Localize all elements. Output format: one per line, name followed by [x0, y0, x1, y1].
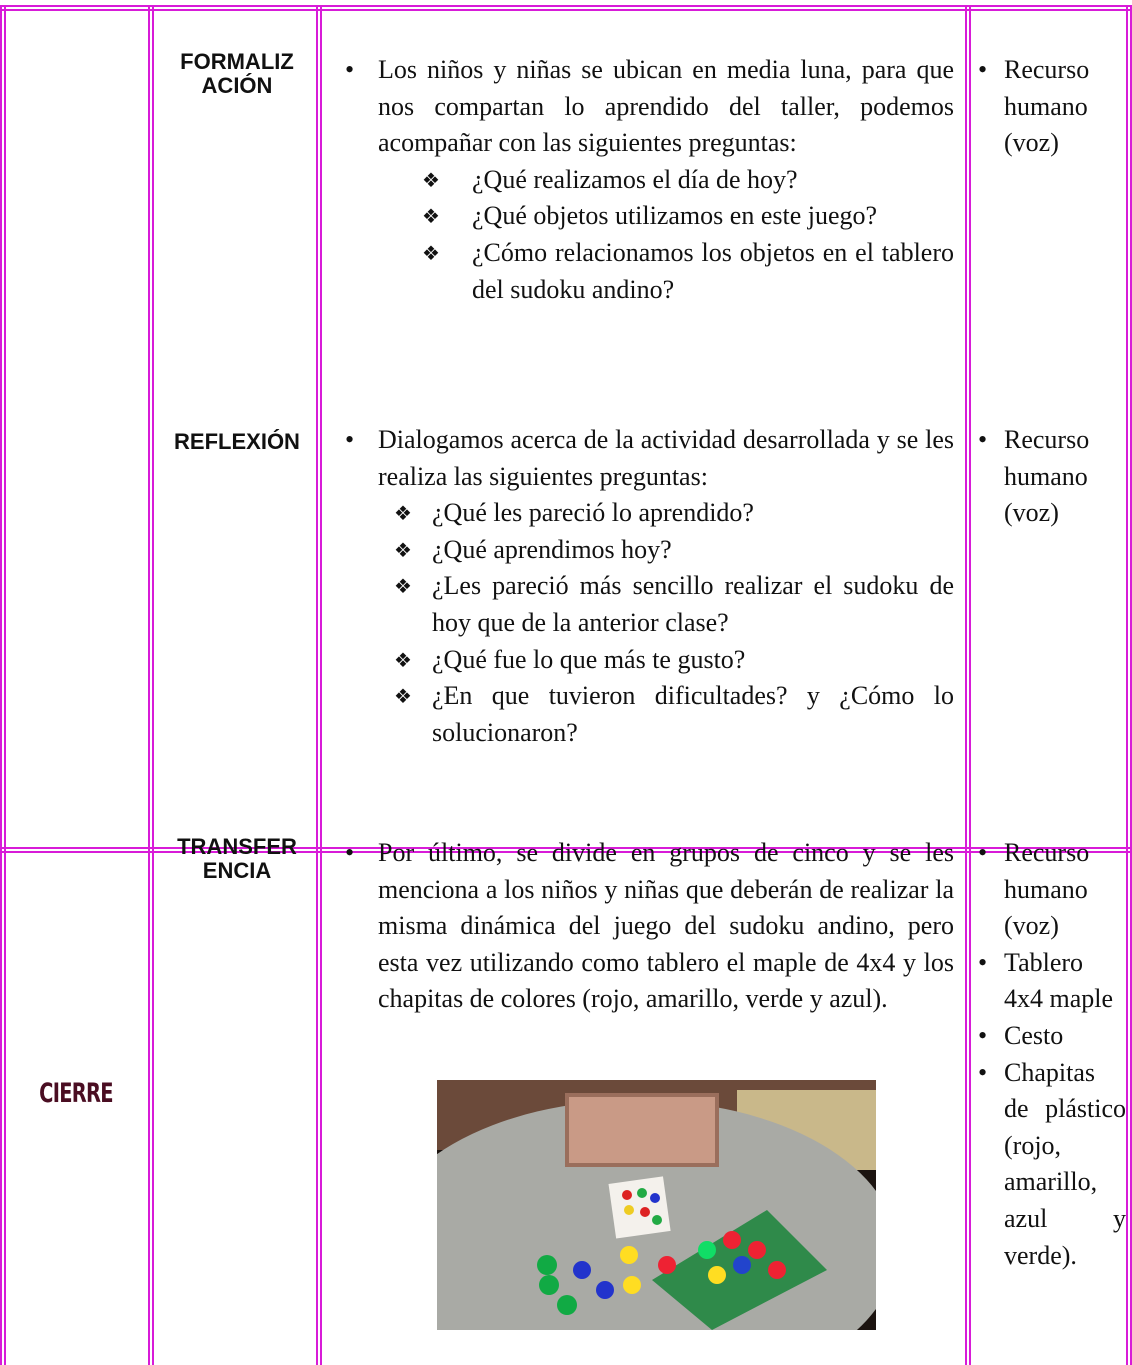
border: [0, 5, 1132, 11]
title-line: TRANSFER: [177, 834, 297, 859]
resource: Recurso humano (voz): [978, 52, 1126, 162]
border: [1126, 5, 1132, 1365]
question: ¿En que tuvieron dificultades? y ¿Cómo l…: [394, 678, 954, 751]
resource: Recurso humano (voz): [978, 835, 1126, 945]
paragraph: Los niños y niñas se ubican en media lun…: [345, 52, 954, 162]
title-line: ACIÓN: [201, 73, 273, 98]
photo: [437, 1080, 876, 1330]
resource-list: Recurso humano (voz): [978, 422, 1126, 532]
border: [965, 5, 971, 1365]
title-line: REFLEXIÓN: [174, 429, 300, 454]
resource: Cesto: [978, 1018, 1126, 1055]
question-list: ¿Qué les pareció lo aprendido?¿Qué apren…: [394, 495, 954, 751]
section-title: FORMALIZ ACIÓN: [160, 50, 314, 98]
resource-list: Recurso humano (voz): [978, 52, 1126, 162]
question: ¿Les pareció más sencillo realizar el su…: [394, 568, 954, 641]
paragraph: Por último, se divide en grupos de cinco…: [345, 835, 954, 1018]
border: [316, 5, 322, 1365]
resource: Tablero 4x4 maple: [978, 945, 1126, 1018]
section-title: REFLEXIÓN: [160, 430, 314, 454]
question: ¿Qué fue lo que más te gusto?: [394, 642, 954, 679]
question: ¿Qué realizamos el día de hoy?: [422, 162, 954, 199]
resource: Chapitas de plástico (rojo, amarillo, az…: [978, 1055, 1126, 1275]
question-list: ¿Qué realizamos el día de hoy?¿Qué objet…: [422, 162, 954, 308]
question: ¿Qué les pareció lo aprendido?: [394, 495, 954, 532]
resource: Recurso humano (voz): [978, 422, 1126, 532]
resource-list: Recurso humano (voz)Tablero 4x4 mapleCes…: [978, 835, 1126, 1275]
border: [0, 5, 6, 1365]
border: [148, 5, 154, 1365]
section-title: TRANSFER ENCIA: [160, 835, 314, 883]
phase-label: CIERRE: [39, 1078, 113, 1109]
paragraph: Dialogamos acerca de la actividad desarr…: [345, 422, 954, 495]
question: ¿Qué aprendimos hoy?: [394, 532, 954, 569]
question: ¿Qué objetos utilizamos en este juego?: [422, 198, 954, 235]
title-line: FORMALIZ: [180, 49, 294, 74]
title-line: ENCIA: [202, 858, 272, 883]
question: ¿Cómo relacionamos los objetos en el tab…: [422, 235, 954, 308]
